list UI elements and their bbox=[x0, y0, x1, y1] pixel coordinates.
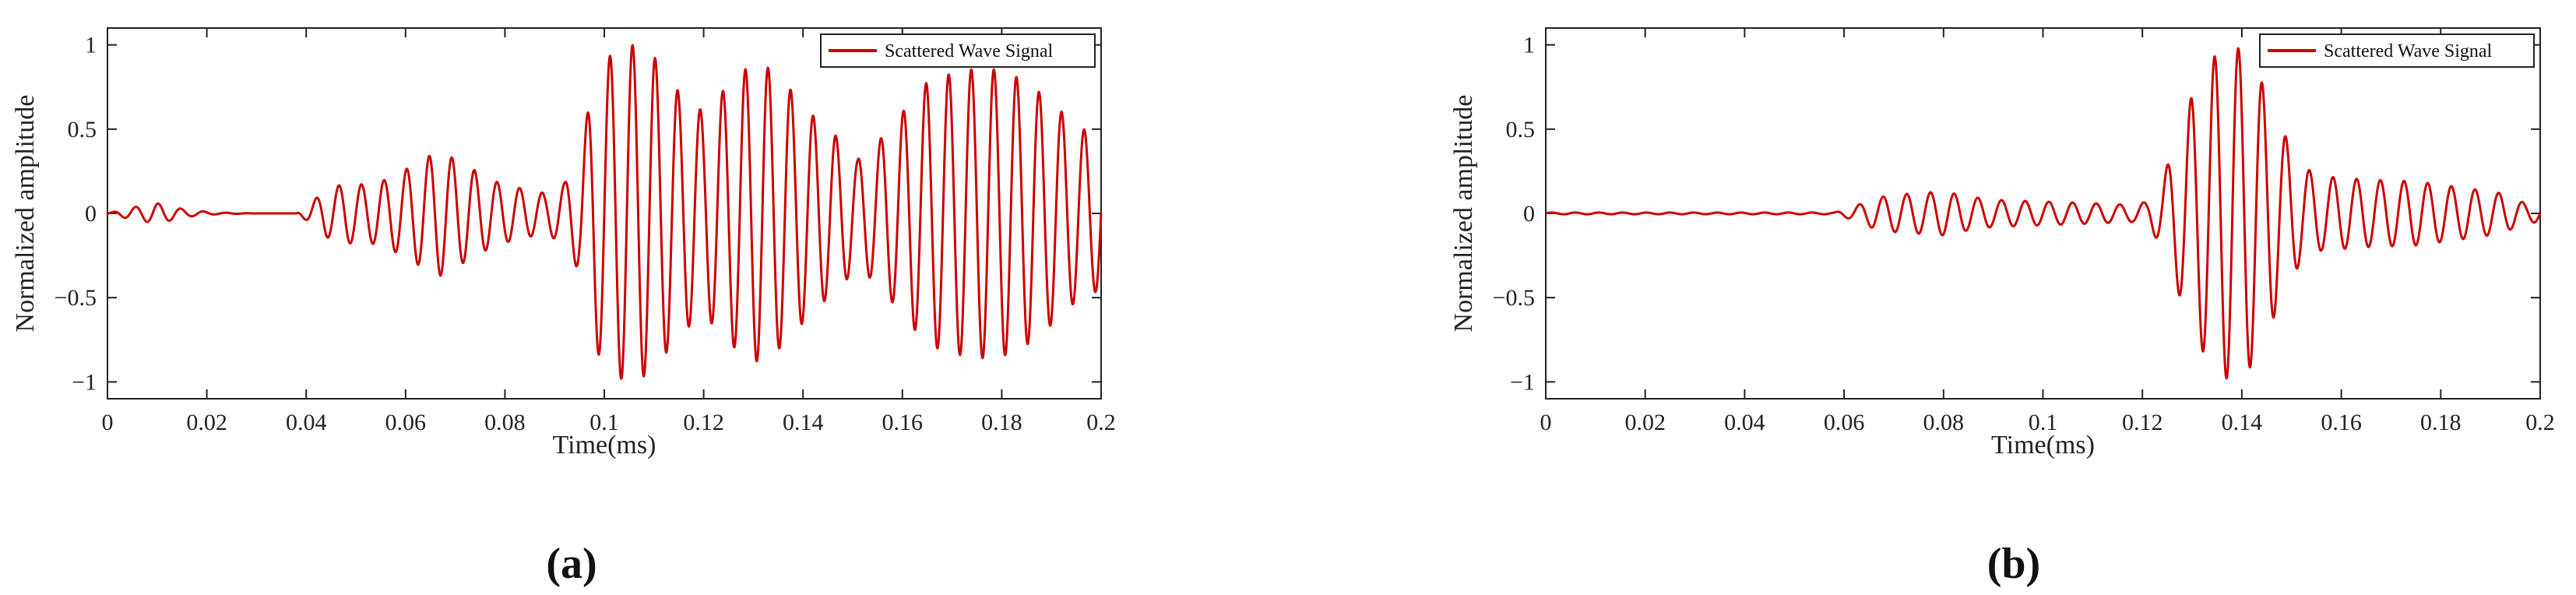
x-tick-label: 0.04 bbox=[1724, 410, 1765, 435]
signal-line bbox=[1545, 47, 2542, 380]
x-tick-label: 0.16 bbox=[882, 410, 924, 435]
y-axis-label: Normalized amplitude bbox=[11, 95, 40, 333]
y-tick-label: 0 bbox=[85, 201, 97, 227]
x-tick-label: 0.18 bbox=[2420, 410, 2462, 435]
x-tick-label: 0.06 bbox=[385, 410, 427, 435]
legend: Scattered Wave Signal bbox=[2259, 33, 2535, 68]
legend: Scattered Wave Signal bbox=[820, 33, 1096, 68]
y-tick-label: 0.5 bbox=[68, 117, 97, 143]
x-tick-label: 0.06 bbox=[1824, 410, 1865, 435]
x-tick-label: 0.08 bbox=[1923, 410, 1965, 435]
axis-ticks: 0 0.02 0.04 0.06 0.08 0.1 0.12 0.14 0.16 0.18 0.2 −… bbox=[1493, 28, 2555, 435]
legend-entry: Scattered Wave Signal bbox=[2324, 41, 2493, 62]
legend-entry: Scattered Wave Signal bbox=[885, 41, 1054, 62]
x-tick-label: 0.12 bbox=[683, 410, 724, 435]
panel-label: (a) bbox=[546, 540, 596, 588]
y-tick-label: −1 bbox=[1510, 369, 1535, 395]
panel-label: (b) bbox=[1987, 540, 2040, 588]
x-tick-label: 0.02 bbox=[1624, 410, 1666, 435]
x-axis-label: Time(ms) bbox=[1991, 431, 2095, 459]
signal-line bbox=[107, 44, 1103, 380]
chart-panel-b: 0 0.02 0.04 0.06 0.08 0.1 0.12 0.14 0.16 0.18 0.2 −… bbox=[1449, 27, 2555, 588]
y-axis-label: Normalized amplitude bbox=[1449, 95, 1478, 333]
x-tick-label: 0.18 bbox=[981, 410, 1022, 435]
x-tick-label: 0.14 bbox=[783, 410, 824, 435]
x-tick-label: 0.2 bbox=[2525, 410, 2555, 435]
y-tick-label: 0.5 bbox=[1506, 117, 1536, 143]
x-tick-label: 0.08 bbox=[484, 410, 526, 435]
x-tick-label: 0.1 bbox=[589, 410, 619, 435]
x-axis-label: Time(ms) bbox=[553, 431, 656, 459]
y-tick-label: 1 bbox=[1523, 33, 1535, 58]
x-tick-label: 0.04 bbox=[286, 410, 327, 435]
x-tick-label: 0 bbox=[102, 410, 114, 435]
chart-panel-a: 0 0.02 0.04 0.06 0.08 0.1 0.12 0.14 0.16 0.18 0.2 −… bbox=[11, 27, 1116, 588]
x-tick-label: 0.1 bbox=[2029, 410, 2058, 435]
y-tick-label: 0 bbox=[1523, 201, 1535, 227]
y-tick-label: −0.5 bbox=[55, 285, 97, 311]
y-tick-label: −0.5 bbox=[1493, 285, 1535, 311]
x-tick-label: 0.14 bbox=[2222, 410, 2263, 435]
x-tick-label: 0.2 bbox=[1086, 410, 1116, 435]
y-tick-label: −1 bbox=[72, 369, 97, 395]
x-tick-label: 0 bbox=[1540, 410, 1552, 435]
x-tick-label: 0.12 bbox=[2122, 410, 2163, 435]
x-tick-label: 0.02 bbox=[186, 410, 227, 435]
x-tick-label: 0.16 bbox=[2321, 410, 2362, 435]
axis-ticks: 0 0.02 0.04 0.06 0.08 0.1 0.12 0.14 0.16 0.18 0.2 −… bbox=[55, 28, 1116, 435]
y-tick-label: 1 bbox=[85, 33, 97, 58]
